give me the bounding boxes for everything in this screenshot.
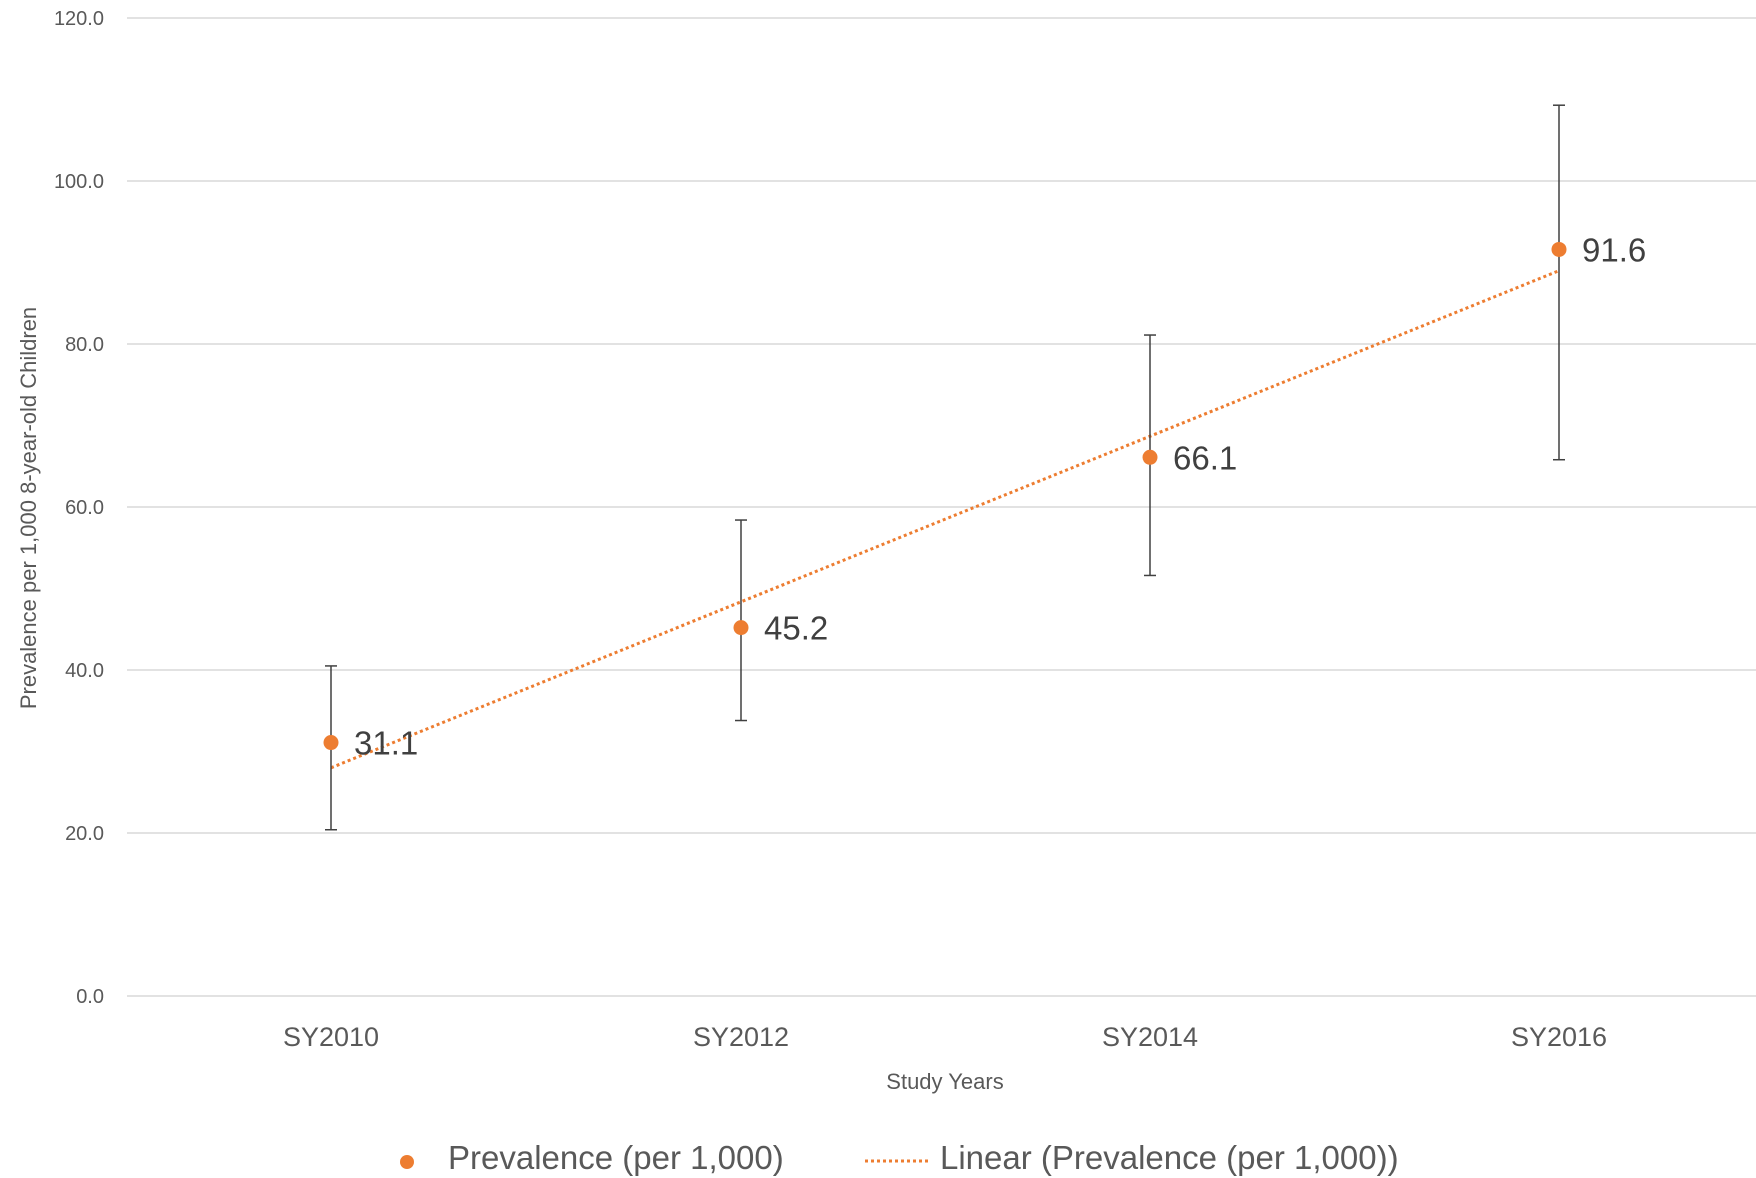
gridlines (127, 17, 1756, 997)
data-labels: 31.1 45.2 66.1 91.6 (354, 231, 1646, 761)
y-axis-title: Prevalence per 1,000 8-year-old Children (16, 307, 41, 709)
error-bars (325, 104, 1565, 831)
data-point (1551, 241, 1567, 257)
legend-label-prevalence: Prevalence (per 1,000) (448, 1139, 784, 1176)
data-point (733, 620, 749, 636)
data-point (1142, 449, 1158, 465)
data-label: 45.2 (764, 610, 828, 647)
trendline-linear (330, 269, 1560, 770)
trendline (330, 269, 1560, 770)
legend-marker-prevalence (400, 1155, 414, 1169)
y-tick-label: 120.0 (54, 8, 104, 30)
x-tick-label: SY2014 (1102, 1022, 1198, 1052)
y-tick-label: 100.0 (54, 171, 104, 193)
data-points (323, 241, 1567, 751)
y-tick-label: 40.0 (65, 660, 104, 682)
y-tick-label: 60.0 (65, 497, 104, 519)
x-tick-label: SY2010 (283, 1022, 379, 1052)
x-tick-label: SY2012 (693, 1022, 789, 1052)
y-axis-ticks: 0.0 20.0 40.0 60.0 80.0 100.0 120.0 (54, 8, 104, 1008)
y-tick-label: 20.0 (65, 823, 104, 845)
data-label: 66.1 (1173, 439, 1237, 476)
data-label: 31.1 (354, 725, 418, 762)
x-axis-ticks: SY2010 SY2012 SY2014 SY2016 (283, 1022, 1607, 1052)
y-tick-label: 80.0 (65, 334, 104, 356)
x-axis-title: Study Years (886, 1069, 1003, 1094)
x-tick-label: SY2016 (1511, 1022, 1607, 1052)
legend-label-linear: Linear (Prevalence (per 1,000)) (940, 1139, 1399, 1176)
legend: Prevalence (per 1,000) Linear (Prevalenc… (400, 1139, 1399, 1176)
y-tick-label: 0.0 (76, 986, 104, 1008)
data-label: 91.6 (1582, 231, 1646, 268)
data-point (323, 735, 339, 751)
